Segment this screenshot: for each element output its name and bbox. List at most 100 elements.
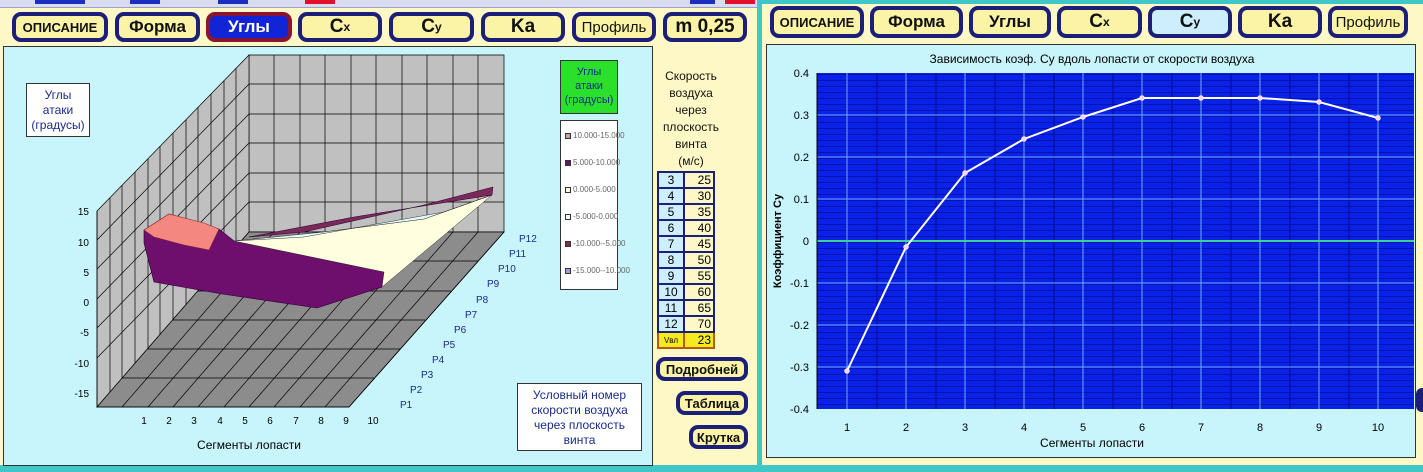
legend-item: 10.000-15.000	[565, 131, 625, 140]
speed-value[interactable]: 25	[683, 171, 715, 189]
strip-segment	[130, 0, 160, 4]
legend-title-line: Углы	[576, 66, 602, 78]
legend-label: 0.000-5.000	[573, 185, 616, 194]
cy-plot: Зависимость коэф. Cy вдоль лопасти от ск…	[772, 52, 1414, 450]
nav-ka-button[interactable]: Ka	[481, 12, 565, 42]
note-line: через плоскость	[534, 418, 625, 432]
svg-text:2: 2	[903, 422, 909, 434]
nav-profile-button[interactable]: Профиль	[572, 12, 656, 42]
note-line: винта	[563, 433, 596, 447]
legend-label: 5.000-10.000	[573, 158, 621, 167]
side-scroll-handle[interactable]	[1416, 388, 1423, 412]
note-line: атаки	[42, 103, 74, 117]
button-label: C	[1089, 11, 1103, 32]
svg-text:P1: P1	[400, 400, 413, 411]
legend-item: 5.000-10.000	[565, 158, 620, 167]
button-label: Подробней	[665, 361, 739, 377]
nav-description-button[interactable]: ОПИСАНИЕ	[770, 6, 864, 38]
svg-text:P3: P3	[421, 370, 434, 381]
svg-text:0: 0	[83, 298, 89, 309]
svg-text:10: 10	[367, 416, 379, 427]
legend-swatch	[565, 186, 571, 193]
speed-value[interactable]: 60	[683, 283, 715, 301]
table-row: 9 55	[657, 267, 715, 285]
legend-title-line: атаки	[575, 80, 603, 92]
button-subscript: x	[343, 20, 351, 34]
svg-text:-0.4: -0.4	[790, 404, 809, 416]
y-axis-title: Коэффициент Cy	[772, 193, 784, 288]
twist-button[interactable]: Крутка	[689, 425, 748, 449]
svg-text:1: 1	[844, 422, 850, 434]
svg-text:P7: P7	[465, 310, 478, 321]
legend-label: 10.000-15.000	[573, 131, 625, 140]
nav-angles-button[interactable]: Углы	[206, 12, 292, 42]
cy-markers	[844, 95, 1381, 374]
speed-value[interactable]: 30	[683, 187, 715, 205]
table-row: 11 65	[657, 299, 715, 317]
svg-text:P8: P8	[476, 295, 489, 306]
legend-item: -5.000-0.000	[565, 212, 618, 221]
svg-text:P4: P4	[432, 355, 445, 366]
legend-label: -15.000--10.000	[573, 266, 630, 275]
button-label: C	[329, 16, 344, 37]
legend-title: Углы атаки (градусы)	[560, 60, 618, 114]
top-toolbar-strip	[0, 0, 760, 8]
speed-value[interactable]: 35	[683, 203, 715, 221]
svg-text:9: 9	[343, 416, 349, 427]
speed-value[interactable]: 45	[683, 235, 715, 253]
table-row: 7 45	[657, 235, 715, 253]
svg-text:10: 10	[78, 238, 90, 249]
nav-description-button[interactable]: ОПИСАНИЕ	[12, 12, 108, 42]
table-row: 12 70	[657, 315, 715, 333]
svg-text:8: 8	[318, 416, 324, 427]
svg-text:P2: P2	[410, 385, 423, 396]
speed-index: 9	[657, 267, 685, 285]
svg-text:3: 3	[962, 422, 968, 434]
svg-text:-0.3: -0.3	[790, 362, 809, 374]
svg-text:7: 7	[293, 416, 299, 427]
button-label: Ka	[510, 16, 536, 37]
speed-title-line: через	[675, 103, 707, 117]
speed-title-line: винта	[675, 137, 707, 151]
button-subscript: y	[434, 20, 442, 34]
more-button[interactable]: Подробней	[656, 357, 748, 381]
nav-shape-button[interactable]: Форма	[115, 12, 200, 42]
speed-value[interactable]: 65	[683, 299, 715, 317]
svg-text:2: 2	[166, 416, 172, 427]
speed-value[interactable]: 55	[683, 267, 715, 285]
svg-text:0.2: 0.2	[794, 152, 809, 164]
nav-ka-button[interactable]: Ka	[1238, 6, 1322, 38]
speed-title-line: воздуха	[669, 86, 713, 100]
table-button[interactable]: Таблица	[676, 391, 748, 415]
nav-shape-button[interactable]: Форма	[870, 6, 963, 38]
x-axis-title: Сегменты лопасти	[1040, 436, 1144, 450]
button-label: Форма	[129, 17, 186, 36]
button-label: Профиль	[581, 18, 647, 36]
speed-value[interactable]: 40	[683, 219, 715, 237]
speed-index: 7	[657, 235, 685, 253]
legend-swatch	[565, 240, 571, 247]
svg-text:9: 9	[1316, 422, 1322, 434]
table-row-v: Vвл 23	[657, 331, 715, 349]
v-label: Vвл	[657, 331, 685, 349]
m-value-button[interactable]: m 0,25	[663, 12, 747, 42]
svg-text:-5: -5	[80, 328, 89, 339]
speed-index: 5	[657, 203, 685, 221]
speed-value[interactable]: 50	[683, 251, 715, 269]
v-value[interactable]: 23	[683, 331, 715, 349]
cy-line-chart: Зависимость коэф. Cy вдоль лопасти от ск…	[766, 44, 1416, 458]
svg-text:-0.1: -0.1	[790, 278, 809, 290]
panel-separator	[757, 0, 763, 465]
table-row: 5 35	[657, 203, 715, 221]
surface-plot: 15 10 5 0 -5 -10 -15 1 2 3 4 5 6 7 8 9 1…	[75, 54, 537, 452]
nav-profile-button[interactable]: Профиль	[1328, 6, 1408, 38]
speed-value[interactable]: 70	[683, 315, 715, 333]
svg-text:1: 1	[141, 416, 147, 427]
svg-text:P10: P10	[498, 264, 516, 275]
nav-angles-button[interactable]: Углы	[969, 6, 1051, 38]
